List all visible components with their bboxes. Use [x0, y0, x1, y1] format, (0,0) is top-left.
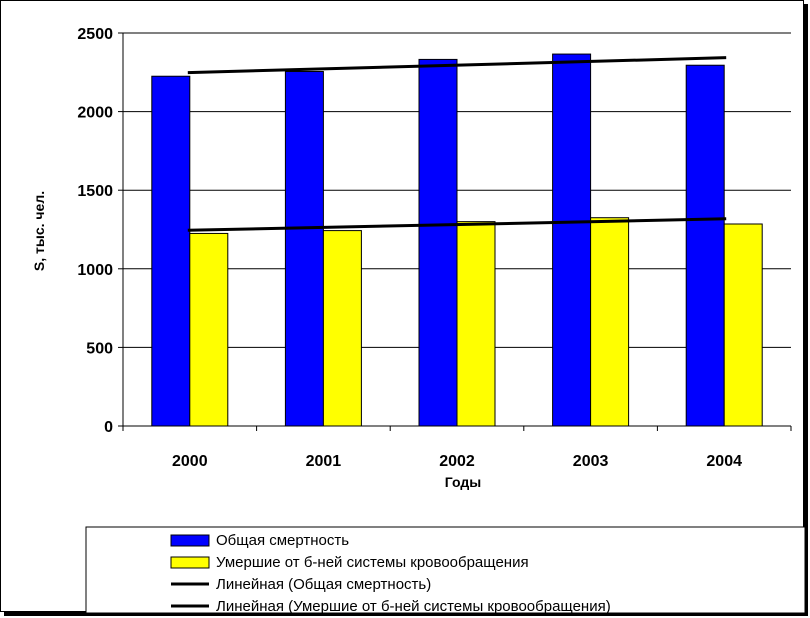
trendlines	[187, 56, 727, 232]
trendline-total	[187, 56, 727, 75]
legend-swatch	[170, 534, 210, 547]
x-tick-labels: 2000 2001 2002 2003 2004	[172, 453, 742, 470]
x-tick-label: 2001	[306, 453, 342, 470]
bars	[151, 53, 763, 427]
bar-total-2004	[685, 64, 725, 427]
x-tick-label: 2004	[706, 453, 742, 470]
bar-total-2003	[552, 53, 592, 427]
legend-swatch	[170, 556, 210, 569]
legend-label: Общая смертность	[216, 532, 349, 549]
bar-total-2001	[284, 71, 324, 427]
legend-label: Умершие от б-ней системы кровообращения	[216, 554, 529, 571]
y-tick-labels: 0 500 1000 1500 2000 2500	[77, 26, 113, 436]
legend-label: Линейная (Общая смертность)	[216, 576, 431, 593]
y-tick-label: 2500	[77, 26, 113, 43]
x-tick-label: 2002	[439, 453, 475, 470]
y-tick-label: 500	[86, 340, 113, 357]
y-tick-label: 1000	[77, 262, 113, 279]
y-tick-label: 0	[104, 419, 113, 436]
bar-total-2002	[418, 58, 458, 427]
x-axis-title: Годы	[445, 474, 481, 490]
legend: Общая смертность Умершие от б-ней системы…	[85, 526, 806, 615]
bar-total-2000	[151, 75, 191, 427]
bar-circulatory-2002	[456, 221, 496, 427]
bar-circulatory-2004	[723, 223, 763, 427]
y-tick-label: 2000	[77, 105, 113, 122]
trendline-circulatory	[187, 217, 727, 232]
x-tick-label: 2000	[172, 453, 208, 470]
y-tick-label: 1500	[77, 183, 113, 200]
axes	[118, 32, 792, 431]
y-axis-title: S, тыс. чел.	[31, 191, 47, 271]
legend-label: Линейная (Умершие от б-ней системы крово…	[216, 598, 611, 613]
bar-circulatory-2003	[590, 217, 630, 427]
x-tick-label: 2003	[573, 453, 609, 470]
bar-circulatory-2001	[322, 230, 362, 427]
bar-circulatory-2000	[189, 232, 229, 427]
